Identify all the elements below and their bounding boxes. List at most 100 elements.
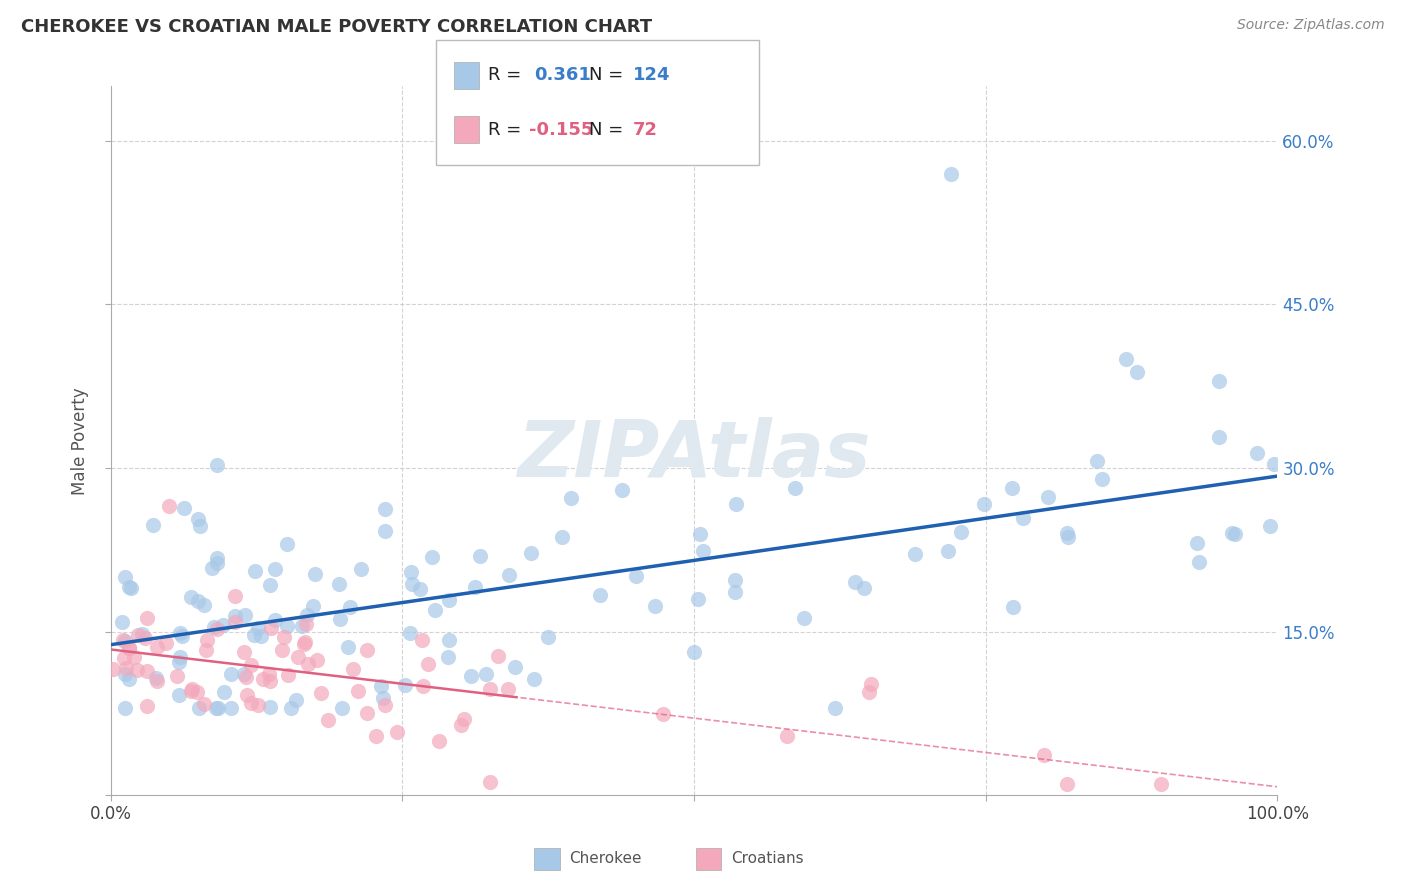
Point: [644, 599, 666, 613]
Point: [1185, 536, 1208, 550]
Point: [187, 594, 209, 608]
Point: [551, 530, 574, 544]
Point: [180, 683, 202, 698]
Point: [724, 574, 747, 588]
Point: [277, 667, 299, 681]
Point: [219, 701, 242, 715]
Point: [453, 712, 475, 726]
Point: [589, 588, 612, 602]
Point: [1126, 365, 1149, 379]
Point: [307, 653, 329, 667]
Point: [1208, 374, 1230, 388]
Point: [479, 682, 502, 697]
Point: [364, 729, 387, 743]
Point: [270, 643, 292, 657]
Point: [205, 458, 228, 472]
Point: [295, 617, 318, 632]
Point: [214, 684, 236, 698]
Point: [193, 599, 215, 613]
Point: [224, 589, 246, 603]
Point: [683, 645, 706, 659]
Point: [936, 544, 959, 558]
Point: [167, 689, 190, 703]
Point: [291, 619, 314, 633]
Point: [724, 497, 747, 511]
Point: [167, 655, 190, 669]
Point: [134, 631, 156, 645]
Point: [136, 610, 159, 624]
Point: [464, 580, 486, 594]
Point: [180, 590, 202, 604]
Point: [235, 670, 257, 684]
Point: [276, 537, 298, 551]
Point: [205, 556, 228, 570]
Point: [146, 640, 169, 654]
Point: [1091, 471, 1114, 485]
Point: [295, 607, 318, 622]
Point: [297, 657, 319, 672]
Point: [131, 627, 153, 641]
Point: [1220, 526, 1243, 541]
Point: [1011, 511, 1033, 525]
Point: [486, 649, 509, 664]
Point: [394, 678, 416, 692]
Point: [783, 481, 806, 495]
Point: [385, 724, 408, 739]
Point: [285, 693, 308, 707]
Point: [247, 621, 270, 635]
Point: [1001, 600, 1024, 615]
Text: 0.361: 0.361: [534, 66, 591, 84]
Point: [181, 681, 204, 696]
Point: [374, 524, 396, 538]
Point: [316, 713, 339, 727]
Point: [114, 651, 136, 665]
Point: [200, 561, 222, 575]
Point: [475, 666, 498, 681]
Point: [309, 685, 332, 699]
Text: 124: 124: [633, 66, 671, 84]
Point: [624, 569, 647, 583]
Point: [1033, 748, 1056, 763]
Point: [1115, 351, 1137, 366]
Point: [103, 662, 125, 676]
Point: [264, 613, 287, 627]
Text: R =: R =: [488, 66, 522, 84]
Point: [259, 700, 281, 714]
Point: [243, 564, 266, 578]
Point: [425, 603, 447, 617]
Point: [142, 517, 165, 532]
Text: ZIPAtlas: ZIPAtlas: [517, 417, 870, 493]
Text: -0.155: -0.155: [529, 120, 593, 139]
Point: [1085, 454, 1108, 468]
Point: [115, 661, 138, 675]
Point: [724, 585, 747, 599]
Point: [686, 592, 709, 607]
Point: [1246, 446, 1268, 460]
Point: [273, 630, 295, 644]
Point: [114, 666, 136, 681]
Point: [949, 525, 972, 540]
Point: [399, 626, 422, 640]
Point: [1036, 490, 1059, 504]
Point: [114, 570, 136, 584]
Point: [193, 697, 215, 711]
Point: [111, 632, 134, 647]
Point: [411, 632, 433, 647]
Point: [236, 688, 259, 702]
Point: [246, 698, 269, 712]
Text: 72: 72: [633, 120, 658, 139]
Point: [370, 680, 392, 694]
Text: Cherokee: Cherokee: [569, 852, 643, 866]
Point: [776, 729, 799, 743]
Point: [125, 664, 148, 678]
Point: [973, 497, 995, 511]
Point: [243, 628, 266, 642]
Point: [468, 549, 491, 564]
Text: Croatians: Croatians: [731, 852, 804, 866]
Point: [221, 667, 243, 681]
Point: [197, 632, 219, 647]
Point: [114, 634, 136, 648]
Point: [207, 701, 229, 715]
Point: [259, 578, 281, 592]
Point: [1056, 777, 1078, 791]
